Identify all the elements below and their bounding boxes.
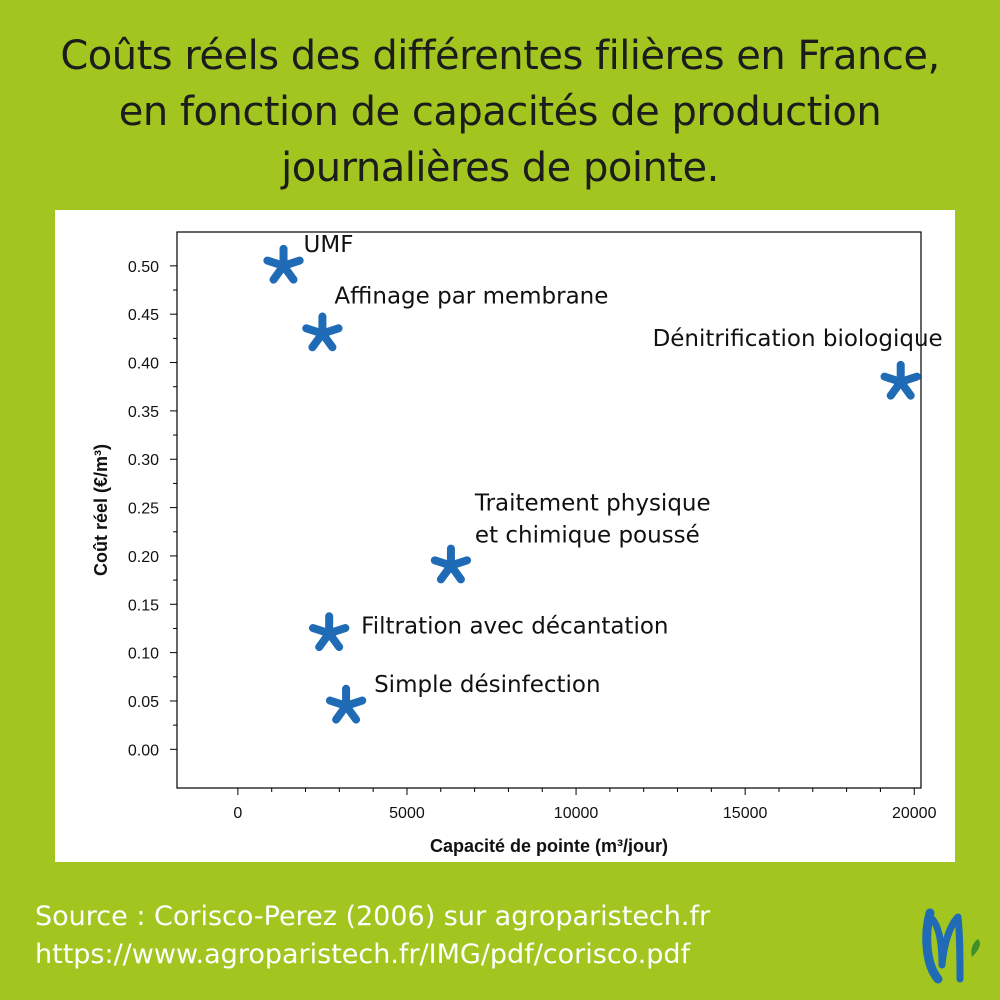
point-label: Affinage par membrane (334, 284, 608, 310)
x-tick-label: 20000 (892, 805, 937, 822)
asterisk-arm (309, 624, 334, 638)
chart-panel: 0.00 0.05 0.10 0.15 0.20 0.25 0.30 0.35 0.40 0.45… (55, 210, 955, 862)
asterisk-arm (880, 372, 905, 386)
data-point (302, 312, 343, 352)
title-line-1: Coûts réels des différentes filières en … (60, 33, 940, 79)
asterisk-arm (302, 324, 327, 338)
y-tick-label: 0.45 (128, 307, 159, 324)
plot-frame (176, 231, 922, 789)
point-label: Simple désinfection (374, 672, 601, 698)
data-point (325, 684, 367, 724)
y-tick-label: 0.35 (128, 404, 159, 421)
x-tick-label: 10000 (554, 805, 599, 822)
x-tick-label: 0 (233, 805, 242, 822)
data-point (263, 244, 304, 284)
asterisk-arm (263, 256, 288, 270)
point-label: UMF (304, 232, 354, 258)
y-tick-label: 0.50 (128, 259, 159, 276)
source-text: Source : Corisco-Perez (2006) sur agropa… (35, 901, 711, 932)
y-tick-label: 0.25 (128, 501, 159, 518)
point-label-line: Dénitrification biologique (653, 326, 943, 352)
chart-title: Coûts réels des différentes filières en … (0, 28, 1000, 196)
point-label-line: Filtration avec décantation (361, 613, 668, 639)
brand-logo-icon (922, 908, 980, 984)
data-point (309, 612, 350, 652)
y-tick-label: 0.15 (128, 597, 159, 614)
y-tick-label: 0.10 (128, 646, 159, 663)
x-axis-label: Capacité de pointe (m³/jour) (430, 836, 668, 856)
y-axis-label: Coût réel (€/m³) (91, 444, 111, 576)
source-url[interactable]: https://www.agroparistech.fr/IMG/pdf/cor… (35, 939, 691, 970)
title-line-3: journalières de pointe. (281, 145, 719, 191)
scatter-chart: 0.00 0.05 0.10 0.15 0.20 0.25 0.30 0.35 0.40 0.45… (91, 231, 943, 856)
y-tick-label: 0.20 (128, 549, 159, 566)
asterisk-arm (325, 696, 351, 710)
point-label: Traitement physique et chimique poussé (474, 491, 711, 549)
point-label: Dénitrification biologique (653, 326, 943, 352)
point-label-line: et chimique poussé (475, 523, 700, 549)
asterisk-arm (430, 556, 455, 570)
y-tick-label: 0.05 (128, 694, 159, 711)
x-tick-label: 5000 (389, 805, 425, 822)
data-point (880, 360, 921, 400)
point-label-line: Simple désinfection (374, 672, 601, 698)
source-block: Source : Corisco-Perez (2006) sur agropa… (35, 898, 710, 974)
data-point (430, 544, 472, 584)
y-tick-label: 0.00 (128, 742, 159, 759)
point-label: Filtration avec décantation (361, 613, 668, 639)
x-tick-label: 15000 (723, 805, 768, 822)
title-line-2: en fonction de capacités de production (118, 89, 882, 135)
point-label-line: Traitement physique (474, 491, 711, 517)
point-label-line: UMF (304, 232, 354, 258)
y-tick-label: 0.40 (128, 356, 159, 373)
y-tick-label: 0.30 (128, 452, 159, 469)
point-label-line: Affinage par membrane (334, 284, 608, 310)
